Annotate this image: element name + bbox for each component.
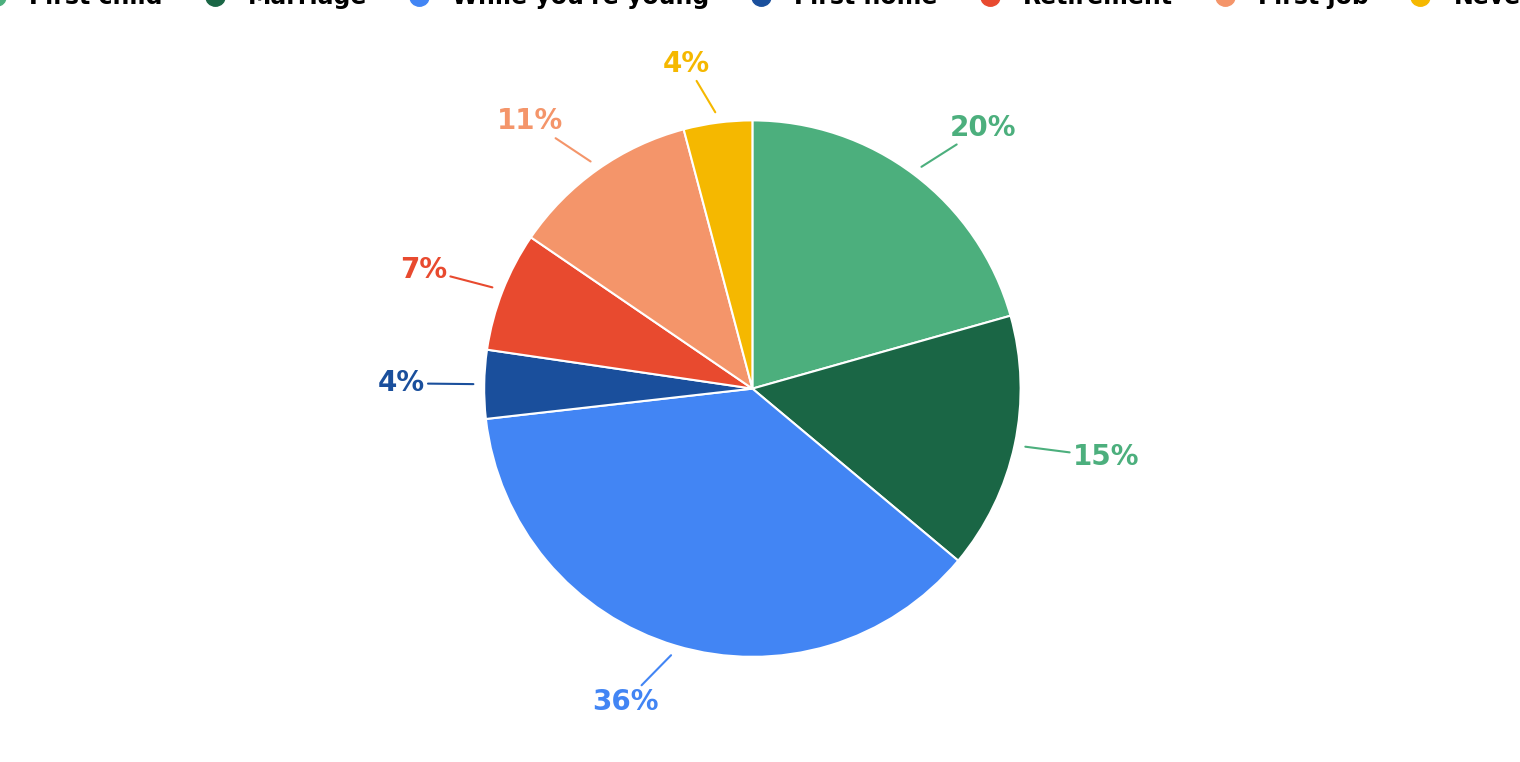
Text: 7%: 7% [400, 255, 492, 287]
Wedge shape [486, 237, 752, 389]
Wedge shape [485, 350, 752, 419]
Wedge shape [752, 120, 1011, 389]
Wedge shape [530, 130, 752, 389]
Text: 11%: 11% [497, 107, 591, 162]
Legend: First child, Marriage, While you're young, First home, Retirement, First job, Ne: First child, Marriage, While you're youn… [0, 0, 1520, 16]
Wedge shape [752, 315, 1020, 561]
Text: 20%: 20% [921, 114, 1017, 167]
Text: 36%: 36% [591, 655, 670, 716]
Wedge shape [486, 389, 958, 657]
Text: 4%: 4% [663, 50, 716, 112]
Text: 15%: 15% [1026, 443, 1138, 471]
Text: 4%: 4% [378, 370, 473, 397]
Wedge shape [684, 120, 752, 389]
